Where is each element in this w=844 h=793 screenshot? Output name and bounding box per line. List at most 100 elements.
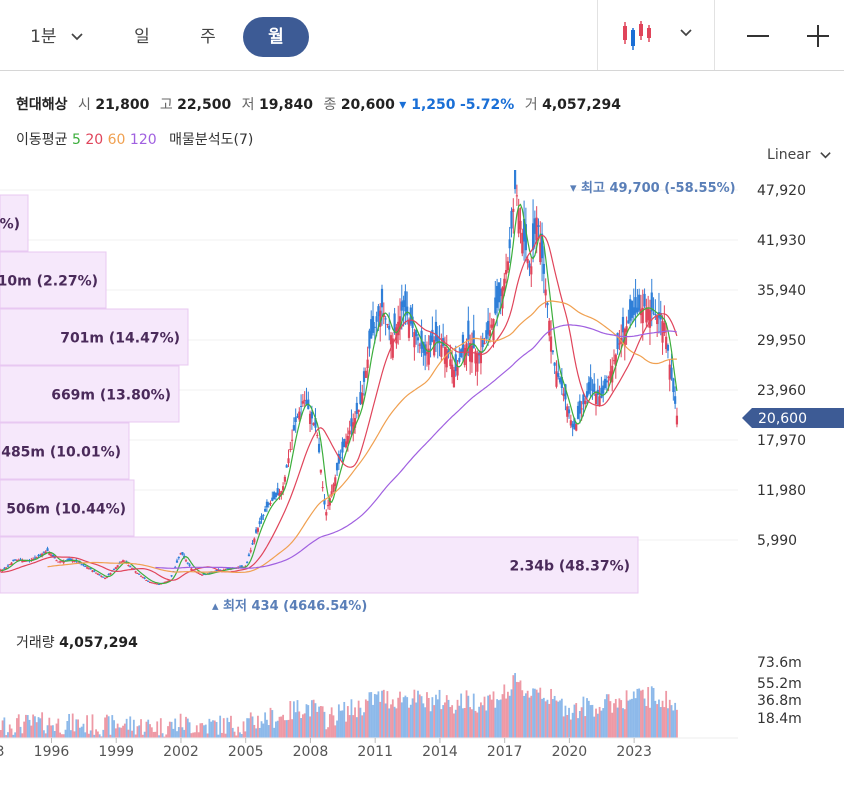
candle-body [41,553,44,557]
tab-month[interactable]: 월 [243,17,309,57]
candle-body [379,310,382,327]
volume-bar [564,705,567,738]
volume-bar [506,691,509,738]
volume-bar [658,699,660,738]
zoom-out-icon[interactable] [746,24,770,48]
volume-bar [221,732,223,738]
candle-body [400,301,403,311]
candle-body [210,572,213,574]
volume-bar [379,701,382,738]
volume-bar [528,697,531,738]
candle-body [638,294,641,311]
candle-body [276,488,279,496]
volume-bar [246,718,249,738]
volume-bar [373,693,376,738]
volume-bar [357,700,360,738]
volume-bar [399,691,401,738]
candle-body [445,348,448,368]
candle-body [483,342,486,344]
candle-body [515,195,518,197]
candle-body [317,443,321,453]
candle-body [298,411,301,420]
volume-bar [5,735,8,738]
volume-bar [316,711,319,738]
candle-body [12,559,15,562]
candle-body [179,553,182,555]
candle-body [334,477,337,487]
tab-week[interactable]: 주 [200,27,216,47]
x-tick-label: 2008 [293,744,329,760]
volume-bar [100,736,103,738]
volume-bar [185,716,187,738]
volume-bar [382,689,385,738]
low-value: 19,840 [258,97,314,113]
candle-body [271,497,274,501]
volume-bar [400,702,403,738]
volume-bar [310,700,313,738]
volume-bar [73,731,76,738]
volume-bar [201,723,204,738]
volume-bar [104,717,106,738]
candle-body [539,242,542,263]
volume-bar [337,704,340,738]
zoom-in-icon[interactable] [806,24,830,48]
volume-bar [523,695,525,738]
candle-body [652,312,655,314]
x-tick-label: 1993 [0,744,5,760]
volume-bar [345,721,347,738]
volume-bar [571,712,574,738]
volume-bar [64,729,67,738]
volume-bar [248,718,250,738]
volume-bar [95,729,97,738]
volume-bar [361,715,364,738]
candle-body [69,558,73,561]
price-info-bar: 현대해상 시 21,800 고 22,500 저 19,840 종 20,600… [16,94,621,114]
volume-bar [21,733,24,738]
volume-bar [350,699,353,738]
volume-bar [154,731,157,738]
volume-bar [292,701,295,738]
tab-1min[interactable]: 1분 [22,17,92,57]
volume-profile-label: 701m (14.47%) [60,331,180,347]
close-value: 20,600 [340,97,395,113]
candle-body [542,263,545,274]
volume-bar [649,707,651,738]
volume-bar [424,707,427,738]
candle-body [533,218,536,234]
candle-body [350,418,353,427]
candle-body [362,371,366,382]
scale-selector[interactable]: Linear [767,147,832,163]
chart-type-button[interactable] [612,16,702,54]
volume-bar [89,730,92,738]
candle-body [348,430,351,435]
scale-mode-label: Linear [767,147,811,163]
volume-bar [215,721,218,738]
candle-body [474,351,477,364]
volume-bar [580,707,583,738]
volume-bar [641,689,644,738]
volume-bar [138,725,141,738]
price-chart[interactable]: 31.1m (0.64%) 110m (2.27%) 701m (14.47%) 66… [0,170,844,770]
candle-body [269,502,272,504]
volume-bar [336,720,338,738]
candle-body [294,417,297,423]
candle-body [186,562,189,564]
volume-bar [397,697,400,738]
candle-body [301,401,304,404]
y-tick-label: 35,940 [757,283,806,299]
volume-bar [131,730,133,738]
max-price-annotation: ▾ 최고 49,700 (-58.55%) [570,181,736,196]
candle-body [675,415,679,425]
volume-bar [203,725,205,738]
candle-body [299,405,303,407]
volume-bar [463,707,466,738]
volume-bar [496,699,499,738]
candle-body [368,330,371,349]
tab-day[interactable]: 일 [134,27,150,47]
candle-body [170,575,173,577]
open-value: 21,800 [95,97,150,113]
candle-body [540,233,544,259]
candle-body [513,170,517,190]
candle-body [303,399,306,401]
candle-body [159,583,162,585]
